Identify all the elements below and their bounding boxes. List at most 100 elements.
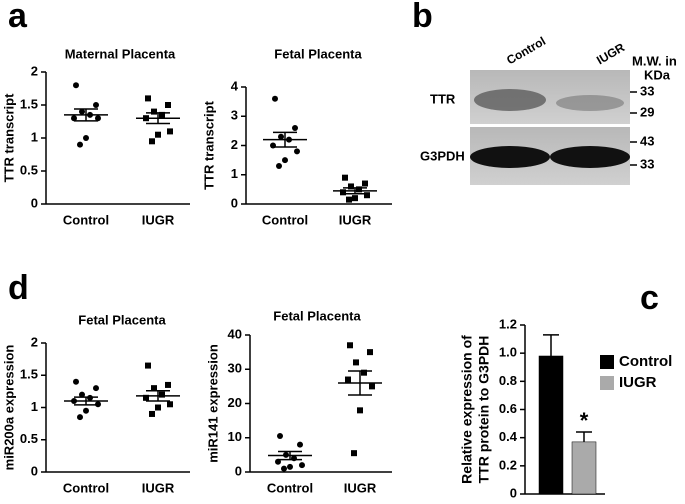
point: [151, 108, 157, 115]
panel-label: a: [8, 0, 28, 35]
chart-title: Maternal Placenta: [65, 46, 176, 61]
y-axis-label: miR141 expression: [205, 344, 220, 463]
point: [145, 362, 151, 369]
point: [149, 410, 155, 417]
panel-label: b: [412, 0, 433, 35]
point: [145, 95, 151, 102]
error-bar: [543, 334, 559, 356]
point: [361, 369, 367, 376]
y-tick-label: 0.4: [499, 429, 518, 444]
point: [367, 349, 373, 356]
point: [297, 441, 303, 448]
point: [165, 102, 171, 108]
point: [356, 186, 362, 193]
x-tick-label: IUGR: [142, 480, 175, 495]
band: [470, 146, 550, 168]
point: [77, 414, 83, 421]
y-tick-label: 2: [231, 137, 238, 152]
point: [143, 394, 149, 401]
y-tick-label: 1.2: [499, 316, 517, 331]
sem-bar: [348, 370, 372, 396]
y-tick-label: 0: [231, 195, 238, 210]
y-tick-label: 40: [228, 326, 242, 341]
point: [278, 133, 284, 140]
y-tick-label: 4: [231, 78, 239, 93]
point: [73, 82, 79, 89]
point: [159, 111, 165, 118]
y-tick-label: 1: [31, 129, 38, 144]
point: [159, 391, 165, 398]
y-tick-label: 0.6: [499, 401, 517, 416]
point: [342, 174, 348, 181]
y-tick-label: 1.5: [20, 96, 38, 111]
x-tick-label: Control: [262, 212, 308, 227]
band: [550, 146, 630, 168]
sem-bar: [74, 108, 98, 122]
y-tick-label: 1: [231, 166, 238, 181]
x-tick-label: IUGR: [344, 480, 377, 495]
y-tick-label: 0.5: [20, 431, 38, 446]
y-tick-label: 2: [31, 334, 38, 349]
sem-bar: [146, 112, 170, 125]
point: [71, 115, 77, 122]
point: [353, 359, 359, 366]
y-tick-label: 0: [235, 463, 242, 478]
point: [79, 391, 85, 398]
y-tick-label: 0.5: [20, 162, 38, 177]
point: [165, 381, 171, 388]
point: [77, 141, 83, 148]
point: [292, 124, 298, 131]
blot: [470, 70, 630, 185]
chart-title: Fetal Placenta: [78, 312, 166, 327]
y-tick-label: 10: [228, 429, 242, 444]
mw-label: M.W. in: [632, 53, 677, 68]
point: [352, 195, 358, 202]
y-tick-label: 0.2: [499, 457, 517, 472]
sem-bar: [278, 450, 302, 461]
point: [83, 407, 89, 414]
point: [73, 378, 79, 385]
lane-label: Control: [504, 34, 548, 67]
annotation: *: [580, 408, 589, 433]
y-tick-label: 1.0: [499, 345, 517, 360]
x-tick-label: IUGR: [142, 212, 175, 227]
sem-bar: [146, 389, 170, 402]
y-tick-label: 30: [228, 361, 242, 376]
point: [351, 450, 357, 457]
marker-label: 33: [640, 83, 654, 98]
x-tick-label: Control: [63, 212, 109, 227]
y-axis-label: TTR protein to G3PDH: [476, 336, 492, 484]
row-label: G3PDH: [420, 148, 465, 163]
point: [347, 342, 353, 349]
point: [272, 95, 278, 102]
legend-label: Control: [619, 353, 672, 370]
point: [277, 433, 283, 440]
row-label: TTR: [430, 91, 456, 106]
point: [362, 180, 368, 187]
point: [287, 463, 293, 470]
sem-bar: [273, 131, 297, 148]
y-tick-label: 0.8: [499, 373, 517, 388]
legend-label: IUGR: [619, 374, 657, 391]
point: [281, 465, 287, 472]
lane-label: IUGR: [594, 40, 627, 67]
marker-label: 43: [640, 133, 654, 148]
point: [364, 192, 370, 199]
chart-title: Fetal Placenta: [273, 308, 361, 323]
marker-label: 29: [640, 104, 654, 119]
mw-label: KDa: [644, 67, 671, 82]
x-tick-label: Control: [63, 480, 109, 495]
y-tick-label: 0: [510, 485, 517, 500]
y-tick-label: 0: [31, 463, 38, 478]
legend-swatch: [600, 355, 614, 369]
point: [167, 401, 173, 408]
y-axis-label: TTR transcript: [1, 93, 16, 183]
point: [299, 462, 305, 469]
bar: [571, 441, 597, 495]
y-axis-label: Relative expression of: [459, 335, 475, 484]
point: [155, 404, 161, 411]
point: [340, 189, 346, 196]
x-tick-label: Control: [267, 480, 313, 495]
point: [346, 196, 352, 203]
